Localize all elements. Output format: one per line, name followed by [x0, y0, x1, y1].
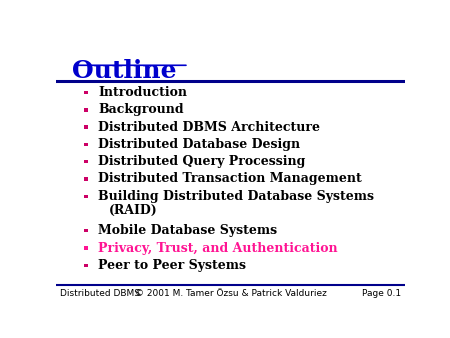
Text: Page 0.1: Page 0.1: [362, 289, 401, 297]
Text: Building Distributed Database Systems: Building Distributed Database Systems: [98, 190, 374, 203]
Text: (RAID): (RAID): [108, 204, 158, 217]
FancyBboxPatch shape: [84, 177, 88, 181]
FancyBboxPatch shape: [84, 125, 88, 129]
Text: Peer to Peer Systems: Peer to Peer Systems: [98, 259, 246, 272]
FancyBboxPatch shape: [84, 246, 88, 250]
FancyBboxPatch shape: [84, 229, 88, 233]
FancyBboxPatch shape: [84, 108, 88, 112]
Text: © 2001 M. Tamer Özsu & Patrick Valduriez: © 2001 M. Tamer Özsu & Patrick Valduriez: [135, 289, 327, 297]
FancyBboxPatch shape: [84, 264, 88, 267]
FancyBboxPatch shape: [84, 91, 88, 94]
Text: Introduction: Introduction: [98, 86, 187, 99]
Text: Background: Background: [98, 103, 184, 116]
Text: Mobile Database Systems: Mobile Database Systems: [98, 224, 277, 237]
FancyBboxPatch shape: [84, 143, 88, 146]
Text: Distributed DBMS: Distributed DBMS: [60, 289, 140, 297]
Text: Distributed Query Processing: Distributed Query Processing: [98, 155, 306, 168]
FancyBboxPatch shape: [84, 160, 88, 163]
FancyBboxPatch shape: [84, 195, 88, 198]
Text: Distributed Transaction Management: Distributed Transaction Management: [98, 172, 362, 186]
Text: Distributed Database Design: Distributed Database Design: [98, 138, 300, 151]
Text: Outline: Outline: [72, 59, 176, 83]
Text: Distributed DBMS Architecture: Distributed DBMS Architecture: [98, 121, 320, 134]
Text: Privacy, Trust, and Authentication: Privacy, Trust, and Authentication: [98, 242, 338, 255]
